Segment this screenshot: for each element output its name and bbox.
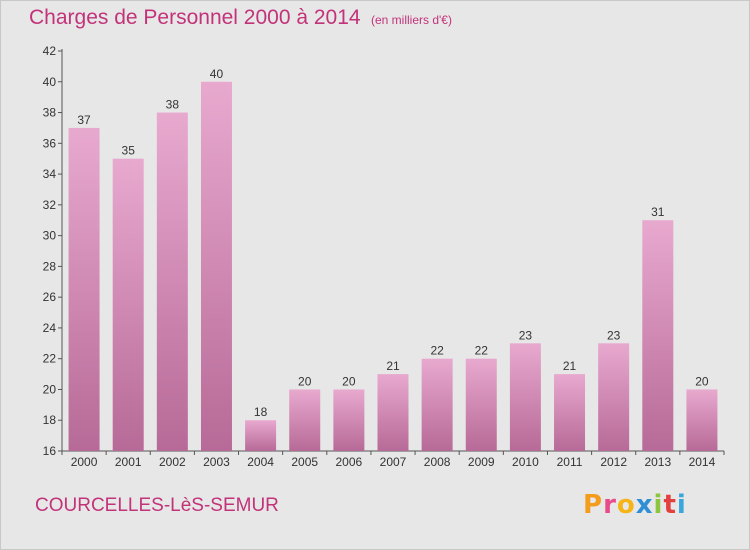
y-tick-label: 30	[43, 229, 57, 243]
logo-letter: x	[635, 490, 654, 520]
x-tick-label: 2006	[336, 455, 363, 469]
bar	[245, 420, 277, 451]
x-tick-label: 2008	[424, 455, 451, 469]
bar-value-label: 35	[122, 144, 136, 158]
chart-labels: 2000 37 2001 35 2002 38 2003 40 2004 18 2005 20 2006…	[71, 67, 716, 469]
x-tick-label: 2011	[557, 455, 583, 469]
bar-value-label: 21	[386, 359, 400, 373]
x-tick-label: 2007	[380, 455, 407, 469]
bar	[598, 343, 630, 451]
chart-axes: 16 18 20 22 24 26 28 30 32 34 36 38 40 42	[43, 44, 725, 458]
bar-value-label: 22	[430, 344, 444, 358]
x-tick-label: 2004	[247, 455, 274, 469]
x-tick-label: 2002	[159, 455, 186, 469]
commune-name: COURCELLES-LèS-SEMUR	[35, 495, 279, 516]
bar-value-label: 40	[210, 67, 224, 81]
logo-letter: r	[603, 490, 617, 520]
y-tick-label: 26	[43, 290, 57, 304]
bar-value-label: 20	[695, 374, 709, 388]
bar	[333, 389, 365, 451]
y-tick-label: 16	[43, 444, 57, 458]
proxiti-logo: Proxiti	[583, 490, 687, 520]
x-tick-label: 2001	[115, 455, 142, 469]
chart-unit: (en milliers d'€)	[371, 13, 452, 27]
x-tick-label: 2014	[689, 455, 716, 469]
bar-value-label: 22	[475, 344, 489, 358]
bar	[465, 358, 497, 451]
bar	[200, 81, 232, 452]
y-tick-label: 22	[43, 352, 57, 366]
bar	[509, 343, 541, 451]
y-tick-label: 40	[43, 75, 57, 89]
x-tick-label: 2005	[291, 455, 318, 469]
chart-title: Charges de Personnel 2000 à 2014	[29, 6, 361, 29]
bar-value-label: 20	[298, 374, 312, 388]
y-tick-label: 20	[43, 382, 57, 396]
bar	[554, 374, 586, 451]
bar	[686, 389, 718, 451]
bar	[289, 389, 321, 451]
bar-value-label: 37	[77, 113, 91, 127]
bar-value-label: 18	[254, 405, 268, 419]
bar-value-label: 23	[607, 328, 621, 342]
x-tick-label: 2009	[468, 455, 495, 469]
x-tick-label: 2013	[644, 455, 671, 469]
y-tick-label: 18	[43, 413, 57, 427]
bar	[642, 220, 674, 451]
y-tick-label: 42	[43, 44, 57, 58]
bar	[112, 158, 144, 451]
y-tick-label: 32	[43, 198, 57, 212]
x-tick-label: 2000	[71, 455, 98, 469]
bar-value-label: 38	[166, 98, 180, 112]
logo-letter: P	[583, 490, 604, 520]
bar-value-label: 23	[519, 328, 533, 342]
y-tick-label: 34	[43, 167, 57, 181]
bar-value-label: 31	[651, 205, 665, 219]
bar	[421, 358, 453, 451]
bar	[68, 127, 100, 451]
y-tick-label: 24	[43, 321, 57, 335]
logo-letter: i	[676, 490, 687, 520]
y-tick-label: 38	[43, 106, 57, 120]
logo-letter: o	[616, 490, 636, 520]
x-tick-label: 2010	[512, 455, 539, 469]
x-tick-label: 2012	[600, 455, 627, 469]
bar-value-label: 21	[563, 359, 577, 373]
chart-bars	[68, 81, 718, 452]
y-tick-label: 36	[43, 136, 57, 150]
x-tick-label: 2003	[203, 455, 230, 469]
logo-letter: t	[663, 490, 677, 520]
bar-value-label: 20	[342, 374, 356, 388]
bar	[156, 112, 188, 452]
logo-letter: i	[653, 490, 664, 520]
y-tick-label: 28	[43, 259, 57, 273]
bar	[377, 374, 409, 451]
